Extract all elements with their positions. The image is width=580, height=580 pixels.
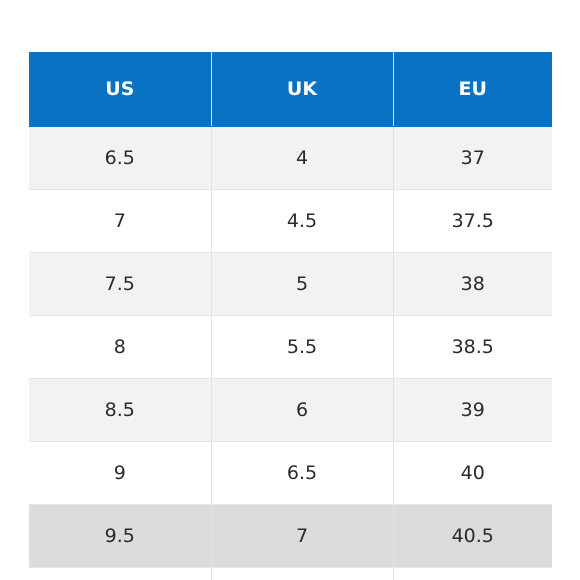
cell-uk: 5: [210, 252, 393, 316]
table-row: 8.5 6 39: [29, 378, 552, 442]
cell-eu: 38: [392, 252, 552, 316]
size-conversion-table: US UK EU 6.5 4 37 7 4.5 37.5 7.5 5 38: [29, 52, 552, 580]
cell-eu-empty: [392, 567, 552, 580]
header-uk: UK: [210, 52, 393, 127]
table-row: 7.5 5 38: [29, 252, 552, 316]
header-eu: EU: [392, 52, 552, 127]
table-row: 7 4.5 37.5: [29, 189, 552, 253]
table-row-cut-off: [29, 567, 552, 580]
cell-us: 6.5: [29, 126, 211, 190]
table-row: 6.5 4 37: [29, 126, 552, 190]
cell-uk: 4.5: [210, 189, 393, 253]
cell-eu: 40: [392, 441, 552, 505]
cell-us: 9.5: [29, 504, 211, 568]
cell-us: 8: [29, 315, 211, 379]
cell-uk: 6.5: [210, 441, 393, 505]
cell-uk: 7: [210, 504, 393, 568]
table-header-row: US UK EU: [29, 52, 552, 127]
cell-uk: 5.5: [210, 315, 393, 379]
table-row: 9 6.5 40: [29, 441, 552, 505]
cell-us: 7.5: [29, 252, 211, 316]
cell-us: 8.5: [29, 378, 211, 442]
cell-uk: 4: [210, 126, 393, 190]
table-row: 8 5.5 38.5: [29, 315, 552, 379]
cell-us-empty: [29, 567, 211, 580]
cell-eu: 37: [392, 126, 552, 190]
cell-eu: 37.5: [392, 189, 552, 253]
cell-eu: 39: [392, 378, 552, 442]
cell-uk: 6: [210, 378, 393, 442]
table-row-highlighted: 9.5 7 40.5: [29, 504, 552, 568]
cell-us: 9: [29, 441, 211, 505]
cell-us: 7: [29, 189, 211, 253]
header-us: US: [29, 52, 211, 127]
cell-uk-empty: [210, 567, 393, 580]
cell-eu: 38.5: [392, 315, 552, 379]
cell-eu: 40.5: [392, 504, 552, 568]
